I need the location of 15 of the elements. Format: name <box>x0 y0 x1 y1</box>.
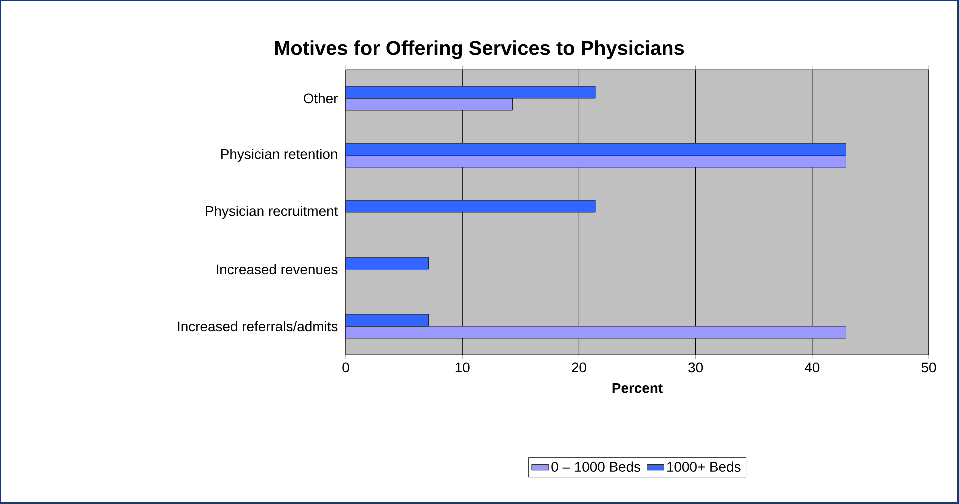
y-tick-label: Other <box>304 93 338 104</box>
chart-title: Motives for Offering Services to Physicians <box>275 40 684 60</box>
x-tick-label: 30 <box>688 362 704 373</box>
y-tick-label: Physician retention <box>222 148 338 162</box>
x-tick-label: 40 <box>804 362 820 373</box>
y-tick-label: Increased referrals/admits <box>178 321 338 332</box>
x-tick-label: 0 <box>342 362 350 373</box>
y-tick-label: Physician recruitment <box>206 206 338 219</box>
x-axis-title: Percent <box>612 383 663 394</box>
legend-label: 0 – 1000 Beds <box>552 462 641 472</box>
x-tick-label: 10 <box>456 362 470 373</box>
x-tick-label: 50 <box>922 362 936 373</box>
x-tick-label: 20 <box>572 362 586 373</box>
legend-label: 1000+ Beds <box>668 462 741 472</box>
y-tick-label: Increased revenues <box>217 264 338 275</box>
